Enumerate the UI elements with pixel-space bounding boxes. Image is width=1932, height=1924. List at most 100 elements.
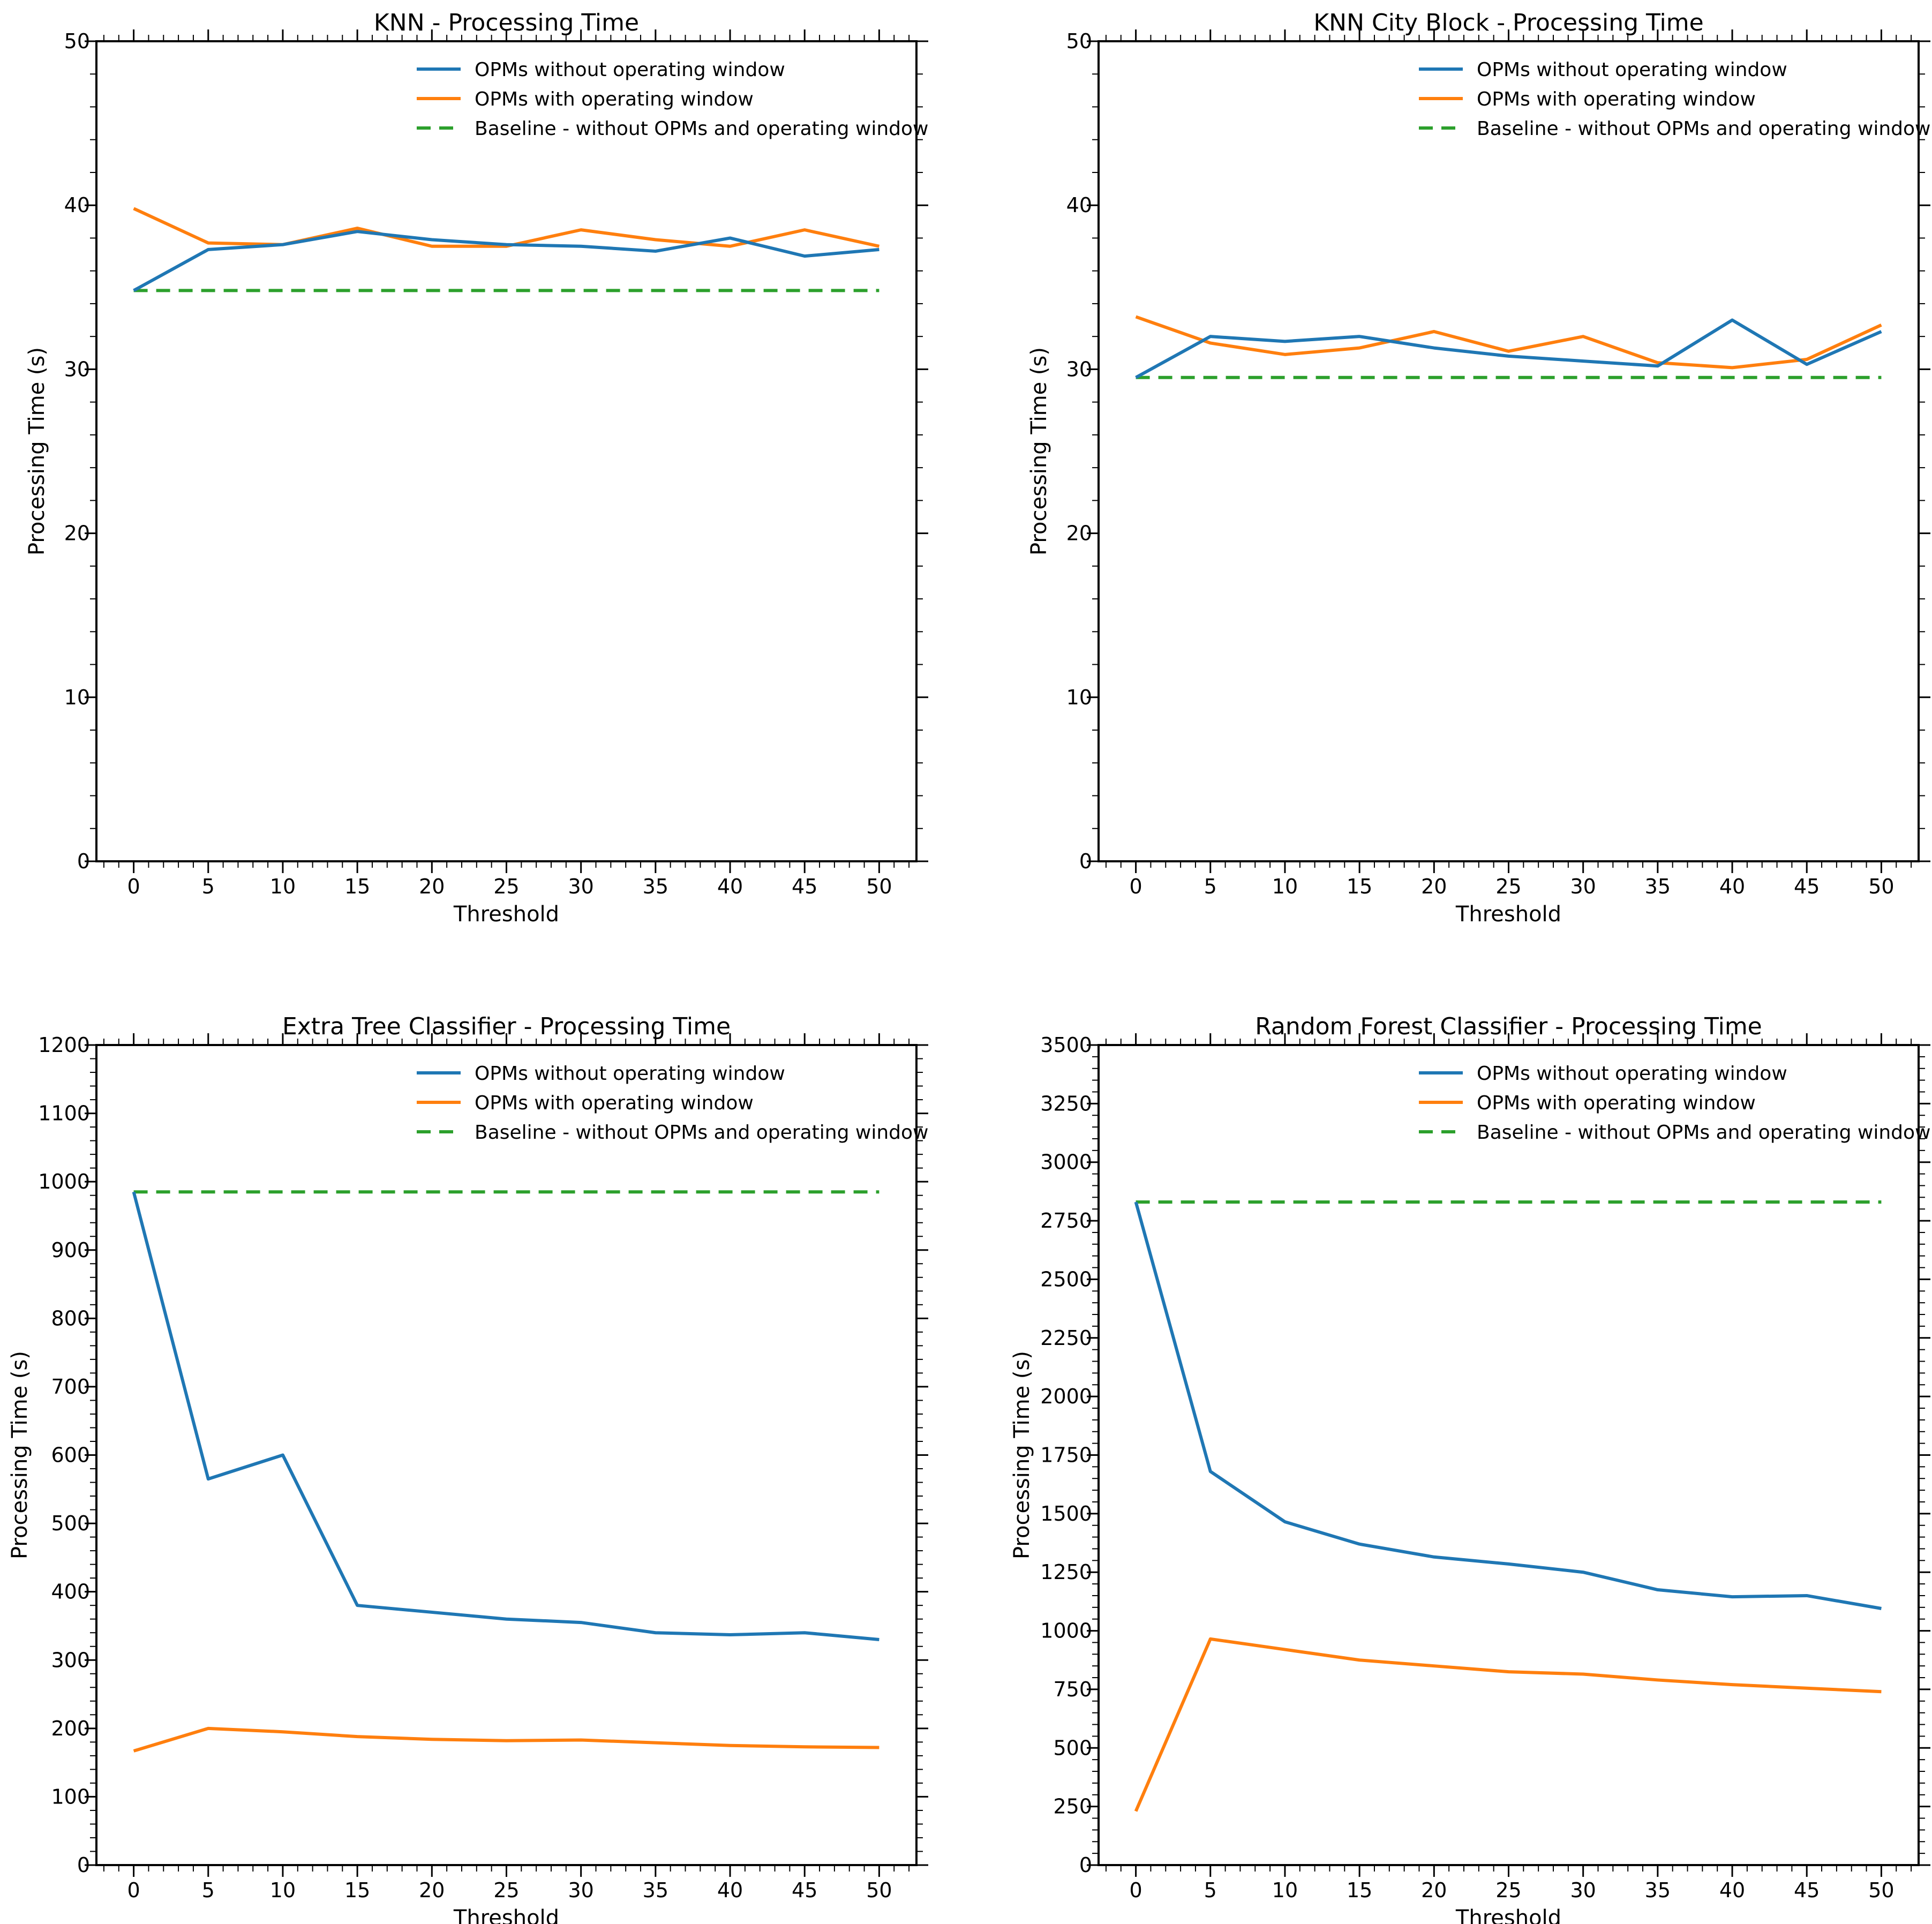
- x-tick-label: 15: [1347, 875, 1372, 898]
- x-tick-label: 30: [568, 875, 594, 898]
- plot-frame: [1097, 1044, 1920, 1866]
- y-tick-label: 1000: [1040, 1619, 1092, 1643]
- x-tick-label: 20: [1421, 875, 1447, 898]
- y-tick-label: 3500: [1040, 1033, 1092, 1057]
- x-tick-label: 40: [1719, 875, 1745, 898]
- y-tick-label: 1500: [1040, 1502, 1092, 1525]
- y-tick-label: 250: [1053, 1795, 1092, 1818]
- x-axis-label: Threshold: [453, 1906, 559, 1924]
- legend-label: OPMs without operating window: [1477, 59, 1787, 81]
- x-tick-label: 35: [643, 875, 668, 898]
- legend-label: OPMs without operating window: [475, 59, 785, 81]
- y-tick-label: 1250: [1040, 1560, 1092, 1584]
- y-tick-label: 30: [1066, 357, 1092, 381]
- chart-panel-3: Extra Tree Classifier - Processing Time0…: [7, 1013, 928, 1924]
- y-tick-label: 750: [1053, 1678, 1092, 1701]
- x-tick-label: 5: [202, 875, 215, 898]
- y-tick-label: 2750: [1040, 1209, 1092, 1232]
- x-tick-label: 30: [568, 1878, 594, 1902]
- y-tick-label: 0: [1079, 850, 1092, 873]
- y-tick-label: 500: [1053, 1736, 1092, 1760]
- y-tick-label: 700: [51, 1375, 90, 1399]
- legend-label: OPMs with operating window: [1477, 1092, 1756, 1114]
- x-tick-label: 0: [127, 1878, 140, 1902]
- y-tick-label: 1750: [1040, 1444, 1092, 1467]
- x-tick-label: 5: [1204, 1878, 1217, 1902]
- series-line-without-window: [132, 1191, 879, 1641]
- y-tick-label: 30: [64, 357, 90, 381]
- y-tick-label: 800: [51, 1306, 90, 1330]
- x-tick-label: 50: [866, 875, 892, 898]
- x-tick-label: 30: [1570, 1878, 1596, 1902]
- y-tick-label: 40: [1066, 193, 1092, 217]
- y-tick-label: 0: [77, 1853, 90, 1877]
- x-tick-label: 45: [1794, 1878, 1820, 1902]
- legend-label: OPMs with operating window: [475, 88, 754, 110]
- x-tick-label: 20: [419, 875, 445, 898]
- y-tick-label: 1200: [38, 1033, 90, 1057]
- x-axis-label: Threshold: [1455, 1906, 1561, 1924]
- x-tick-label: 35: [1645, 875, 1671, 898]
- plot-frame: [95, 1044, 918, 1866]
- x-tick-label: 40: [1719, 1878, 1745, 1902]
- legend-label: Baseline - without OPMs and operating wi…: [475, 1122, 928, 1144]
- y-axis-label: Processing Time (s): [25, 347, 49, 555]
- x-tick-label: 40: [717, 875, 743, 898]
- x-tick-label: 15: [344, 875, 370, 898]
- y-tick-label: 3250: [1040, 1092, 1092, 1115]
- legend-label: OPMs without operating window: [1477, 1063, 1787, 1085]
- series-line-without-window: [1135, 318, 1882, 379]
- y-tick-label: 2500: [1040, 1267, 1092, 1291]
- y-tick-label: 0: [1079, 1853, 1092, 1877]
- plot-frame: [95, 40, 918, 862]
- x-tick-label: 5: [1204, 875, 1217, 898]
- x-tick-label: 25: [1495, 1878, 1521, 1902]
- x-tick-label: 35: [643, 1878, 668, 1902]
- plot-frame: [1097, 40, 1920, 862]
- x-tick-label: 30: [1570, 875, 1596, 898]
- x-tick-label: 25: [493, 1878, 519, 1902]
- x-tick-label: 10: [270, 875, 296, 898]
- x-tick-label: 5: [202, 1878, 215, 1902]
- chart-panel-4: Random Forest Classifier - Processing Ti…: [1010, 1013, 1930, 1924]
- y-tick-label: 400: [51, 1580, 90, 1604]
- series-line-with-window: [1135, 315, 1882, 370]
- x-tick-label: 45: [792, 875, 817, 898]
- series-line-with-window: [133, 207, 880, 248]
- y-tick-label: 1000: [38, 1170, 90, 1193]
- x-axis-label: Threshold: [453, 902, 559, 927]
- y-tick-label: 500: [51, 1512, 90, 1535]
- y-tick-label: 2250: [1040, 1326, 1092, 1350]
- legend-label: OPMs with operating window: [1477, 88, 1756, 110]
- y-tick-label: 900: [51, 1238, 90, 1262]
- legend-label: OPMs with operating window: [475, 1092, 754, 1114]
- x-tick-label: 10: [270, 1878, 296, 1902]
- y-tick-label: 2000: [1040, 1385, 1092, 1408]
- y-tick-label: 1100: [38, 1102, 90, 1125]
- x-tick-label: 0: [127, 875, 140, 898]
- y-tick-label: 40: [64, 193, 90, 217]
- legend-label: OPMs without operating window: [475, 1063, 785, 1085]
- y-axis-label: Processing Time (s): [1027, 347, 1051, 555]
- x-tick-label: 50: [1868, 875, 1894, 898]
- x-tick-label: 10: [1272, 875, 1298, 898]
- y-tick-label: 200: [51, 1717, 90, 1740]
- y-tick-label: 300: [51, 1648, 90, 1672]
- x-tick-label: 45: [792, 1878, 817, 1902]
- x-tick-label: 10: [1272, 1878, 1298, 1902]
- series-line-with-window: [1134, 1637, 1882, 1812]
- x-tick-label: 50: [1868, 1878, 1894, 1902]
- y-axis-label: Processing Time (s): [1010, 1351, 1034, 1559]
- x-tick-label: 45: [1794, 875, 1820, 898]
- x-tick-label: 20: [1421, 1878, 1447, 1902]
- y-axis-label: Processing Time (s): [7, 1351, 32, 1559]
- x-tick-label: 20: [419, 1878, 445, 1902]
- legend-label: Baseline - without OPMs and operating wi…: [1477, 1122, 1930, 1144]
- x-tick-label: 35: [1645, 1878, 1671, 1902]
- x-tick-label: 0: [1129, 1878, 1142, 1902]
- y-tick-label: 20: [64, 522, 90, 545]
- y-tick-label: 50: [1066, 29, 1092, 53]
